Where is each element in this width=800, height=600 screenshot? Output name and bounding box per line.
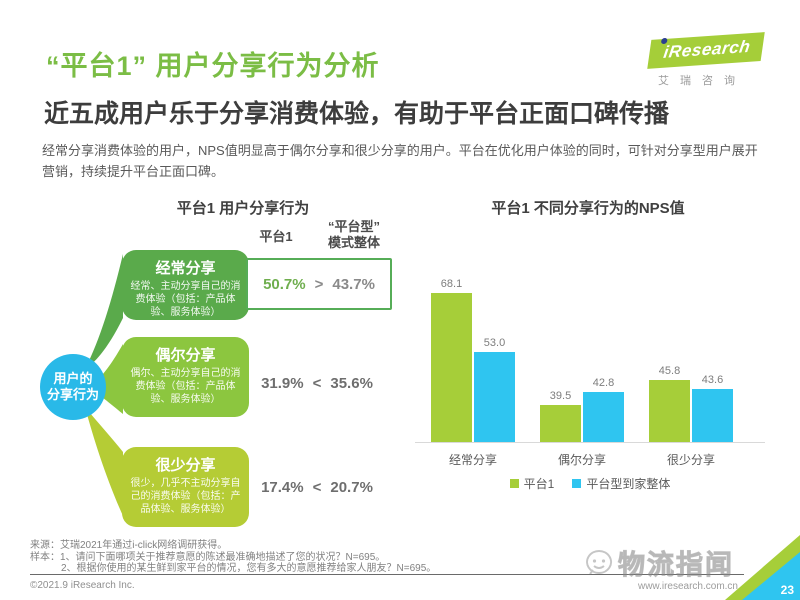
platform1-value: 17.4% [261,478,304,496]
bar-value-label: 45.8 [658,365,681,378]
share-box-heading: 经常分享 [155,260,216,277]
comparator: < [312,374,322,392]
center-circle [40,354,106,420]
overall-value: 35.6% [330,374,373,392]
value-row-often: 50.7% > 43.7% [246,258,392,310]
overall-value: 20.7% [330,478,373,496]
legend-label: 平台1 [523,477,555,491]
share-box-sometimes: 偶尔分享 偶尔、主动分享自己的消费体验（包括：产品体验、服务体验） [122,337,249,417]
column-header-overall: “平台型” 模式整体 [327,219,380,250]
bar-value-label: 42.8 [592,376,615,389]
bar-value-label: 43.6 [701,373,724,386]
category-label: 经常分享 [448,453,497,467]
share-box-description: 很少，几乎不主动分享自己的消费体验（包括：产品体验、服务体验） [130,478,241,515]
legend-swatch-icon [509,479,519,488]
nps-chart-plot: 平台1 平台型到家整体 68.1 53.0 经常分享 39.5 42.8 偶尔分享 45.8 4… [415,270,765,500]
source-note: 来源：艾瑞2021年通过i-click网络调研获得。 [30,540,228,551]
legend-item: 平台1 [509,475,555,492]
legend-swatch-icon [572,479,582,488]
nps-bar [583,391,624,442]
watermark-smiley-icon [586,549,613,575]
iresearch-logo-mark: iResearch [647,32,765,69]
share-box-often: 经常分享 经常、主动分享自己的消费体验（包括：产品体验、服务体验） [122,250,249,320]
comparator: > [314,275,324,293]
nps-bar [692,388,733,442]
share-box-description: 偶尔、主动分享自己的消费体验（包括：产品体验、服务体验） [130,368,241,405]
body-paragraph: 经常分享消费体验的用户，NPS值明显高于偶尔分享和很少分享的用户。平台在优化用户… [42,143,758,179]
watermark: 物流指闻 [584,543,734,582]
footer-divider [30,574,744,575]
platform1-value: 31.9% [261,374,304,392]
sample-note-1: 样本：1、请问下面哪项关于推荐意愿的陈述最准确地描述了您的状况？N=695。 [30,551,386,563]
headline: 近五成用户乐于分享消费体验，有助于平台正面口碑传播 [44,100,670,128]
bar-value-label: 39.5 [549,389,572,402]
nps-bar [474,351,515,442]
logo-brand-text: iResearch [662,36,752,62]
platform1-value: 50.7% [263,275,306,293]
x-axis-line [415,442,765,443]
bar-value-label: 53.0 [483,336,506,349]
connector-sometimes [88,344,123,414]
nps-bar [540,404,581,442]
connector-rarely [85,407,123,516]
nps-bar [431,292,472,442]
legend-label: 平台型到家整体 [586,477,671,491]
legend-item: 平台型到家整体 [572,475,670,492]
logo-subtitle: 艾瑞咨询 [658,75,746,87]
value-row-rarely: 17.4% < 20.7% [246,472,388,502]
category-label: 很少分享 [666,453,715,467]
share-behavior-diagram [40,254,123,516]
value-row-sometimes: 31.9% < 35.6% [246,368,388,398]
share-box-description: 经常、主动分享自己的消费体验（包括：产品体验、服务体验） [130,281,241,318]
column-header-platform1: 平台1 [259,229,293,244]
comparator: < [312,478,322,496]
footnotes: 来源：艾瑞2021年通过i-click网络调研获得。 样本：1、请问下面哪项关于… [30,540,436,575]
copyright-text: ©2021.9 iResearch Inc. [30,580,135,591]
share-box-heading: 很少分享 [155,457,216,474]
watermark-text: 物流指闻 [618,550,734,581]
share-box-heading: 偶尔分享 [155,347,216,364]
chart-legend: 平台1 平台型到家整体 [415,475,765,492]
nps-bar [649,380,690,442]
sample-note-2: 2、根据你使用的某生鲜到家平台的情况，您有多大的意愿推荐给家人朋友？N=695。 [61,563,437,574]
iresearch-logo: iResearch 艾瑞咨询 [647,32,780,88]
bar-value-label: 68.1 [440,277,463,290]
page-title: “平台1” 用户分享行为分析 [46,51,380,81]
page-number: 23 [780,583,794,597]
category-label: 偶尔分享 [557,453,606,467]
left-chart-title: 平台1 用户分享行为 [176,200,310,217]
nps-chart-title: 平台1 不同分享行为的NPS值 [491,200,685,217]
center-circle-label: 用户的 分享行为 [46,371,99,402]
website-url: www.iresearch.com.cn [637,581,738,592]
overall-value: 43.7% [332,275,375,293]
connector-often [85,254,123,369]
share-box-rarely: 很少分享 很少，几乎不主动分享自己的消费体验（包括：产品体验、服务体验） [122,447,249,527]
